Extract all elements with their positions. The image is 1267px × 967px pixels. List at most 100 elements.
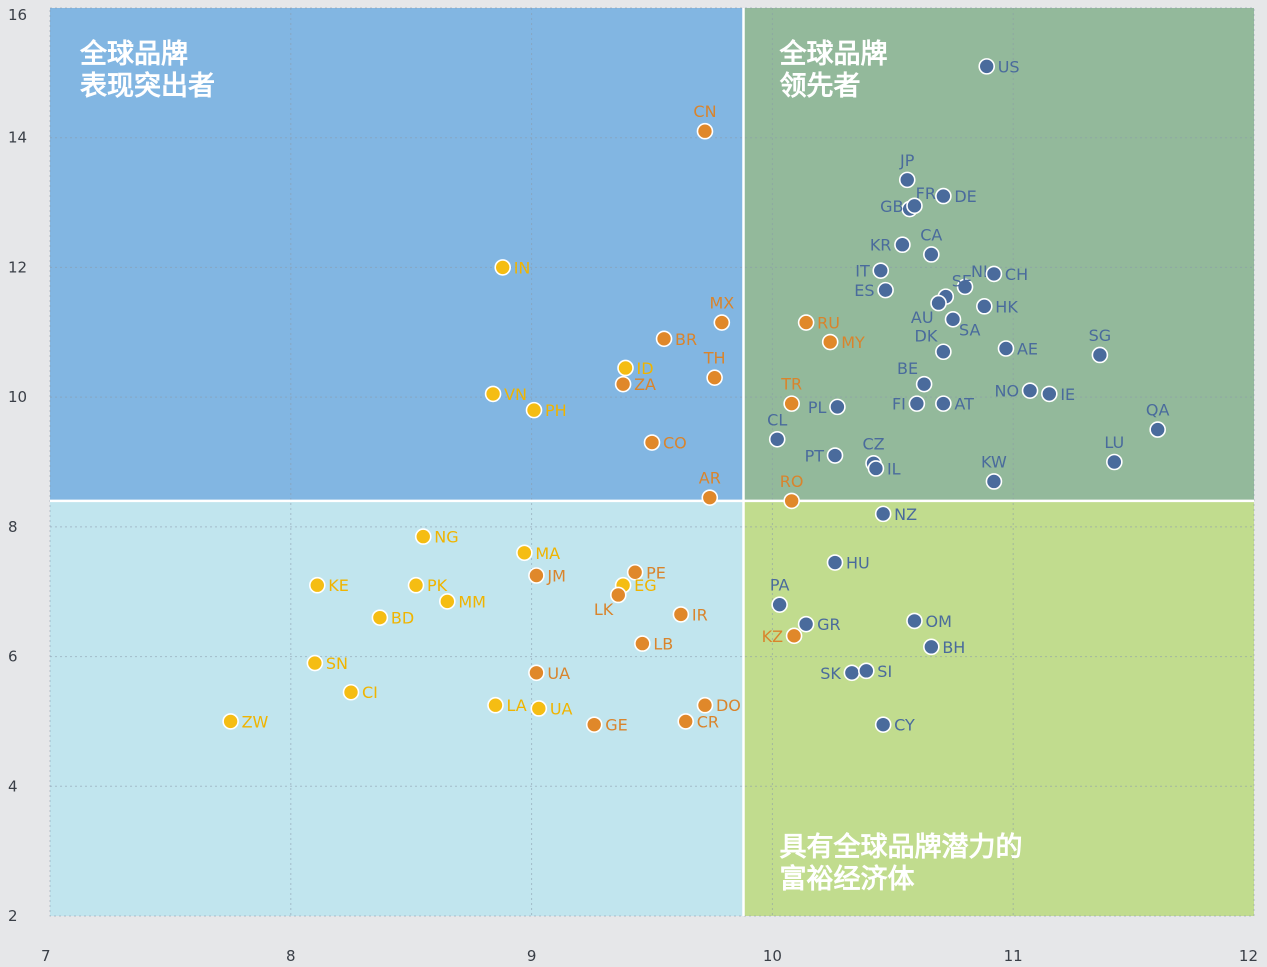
point-label: KR — [870, 236, 892, 255]
quadrant-label-bottom-right: 具有全球品牌潜力的富裕经济体 — [780, 831, 1023, 895]
y-tick-label: 8 — [8, 518, 18, 536]
data-point: CN — [693, 102, 717, 140]
point-label: LB — [653, 635, 673, 654]
data-point: UA — [530, 699, 573, 718]
point-label: SI — [877, 662, 892, 681]
data-point: UA — [528, 664, 570, 683]
point-label: QA — [1146, 401, 1170, 420]
data-point: JP — [898, 151, 916, 189]
data-point: TR — [780, 375, 802, 412]
point-marker — [985, 473, 1003, 490]
data-point: BR — [655, 330, 697, 349]
point-marker — [626, 563, 644, 581]
data-point: IE — [1041, 385, 1075, 404]
x-tick-label: 12 — [1239, 947, 1258, 965]
point-label: CY — [894, 716, 915, 735]
point-label: RO — [780, 472, 804, 491]
point-label: HU — [846, 554, 870, 573]
data-point: DK — [915, 327, 952, 361]
point-label: AU — [911, 308, 934, 327]
point-marker — [634, 635, 651, 652]
point-marker — [528, 567, 545, 584]
y-tick-label: 10 — [8, 388, 27, 406]
point-marker — [677, 713, 695, 730]
x-tick-label: 9 — [527, 947, 537, 965]
point-marker — [1021, 382, 1039, 399]
point-label: SK — [820, 664, 841, 683]
point-marker — [935, 343, 952, 361]
y-tick-label: 12 — [8, 258, 27, 276]
data-point: PH — [525, 401, 567, 420]
point-marker — [528, 664, 545, 682]
point-marker — [783, 492, 800, 510]
point-marker — [826, 447, 844, 464]
x-tick-label: 11 — [1004, 947, 1023, 965]
point-marker — [609, 586, 627, 604]
point-label: CZ — [862, 434, 884, 453]
data-point: BD — [371, 609, 414, 628]
data-point: AE — [997, 340, 1038, 359]
point-label: SE — [952, 272, 972, 291]
data-point: MM — [439, 592, 486, 611]
data-point: NZ — [874, 505, 917, 524]
data-point: HU — [826, 554, 870, 573]
point-marker — [1106, 453, 1123, 471]
quadrant-top-right — [743, 8, 1254, 501]
point-label: UA — [550, 699, 573, 718]
point-label: KZ — [762, 627, 783, 646]
point-marker — [643, 434, 661, 451]
data-point: MX — [709, 294, 734, 331]
data-point: CI — [342, 683, 378, 702]
point-marker — [617, 359, 634, 377]
point-label: KW — [981, 452, 1007, 471]
point-marker — [867, 460, 885, 477]
point-marker — [935, 187, 952, 205]
data-point: PE — [626, 563, 666, 582]
point-marker — [783, 395, 800, 412]
point-label: MX — [709, 294, 734, 313]
point-marker — [906, 612, 923, 630]
data-point: KE — [308, 576, 349, 595]
point-marker — [696, 122, 714, 140]
point-label: IE — [1060, 385, 1075, 404]
grid-lines — [49, 7, 1255, 917]
point-label: PH — [545, 401, 567, 420]
data-point: FI — [892, 395, 926, 414]
point-label: EG — [634, 576, 657, 595]
point-label: CR — [697, 712, 719, 731]
data-point: DO — [696, 696, 741, 715]
point-marker — [797, 314, 815, 331]
point-label: RU — [817, 314, 840, 333]
point-marker — [414, 528, 432, 545]
data-point: LB — [634, 635, 673, 654]
point-marker — [516, 544, 533, 562]
point-label: PL — [808, 398, 827, 417]
point-marker — [923, 638, 940, 656]
point-label: MY — [841, 333, 865, 352]
quadrant-label-top-left: 全球品牌表现突出者 — [79, 38, 215, 102]
point-marker — [915, 375, 933, 393]
data-point: KW — [981, 452, 1007, 490]
data-point: TH — [703, 349, 726, 386]
point-label: BE — [897, 359, 918, 378]
data-point: RU — [797, 314, 840, 333]
point-label: BH — [942, 638, 965, 657]
point-label: CL — [767, 410, 787, 429]
y-tick-label: 16 — [8, 6, 27, 24]
point-label: CA — [920, 225, 942, 244]
point-marker — [701, 489, 719, 506]
data-point: LU — [1104, 433, 1124, 471]
data-point: KR — [870, 236, 911, 255]
point-label: GE — [605, 716, 628, 735]
data-point: PL — [808, 398, 846, 417]
point-label: OM — [925, 612, 951, 631]
point-marker — [222, 713, 239, 730]
point-label: CN — [693, 102, 716, 121]
point-label: TR — [780, 375, 802, 394]
point-label: SA — [959, 320, 980, 339]
point-label: VN — [504, 385, 527, 404]
point-marker — [843, 664, 861, 682]
point-marker — [821, 333, 839, 351]
point-marker — [494, 259, 512, 276]
